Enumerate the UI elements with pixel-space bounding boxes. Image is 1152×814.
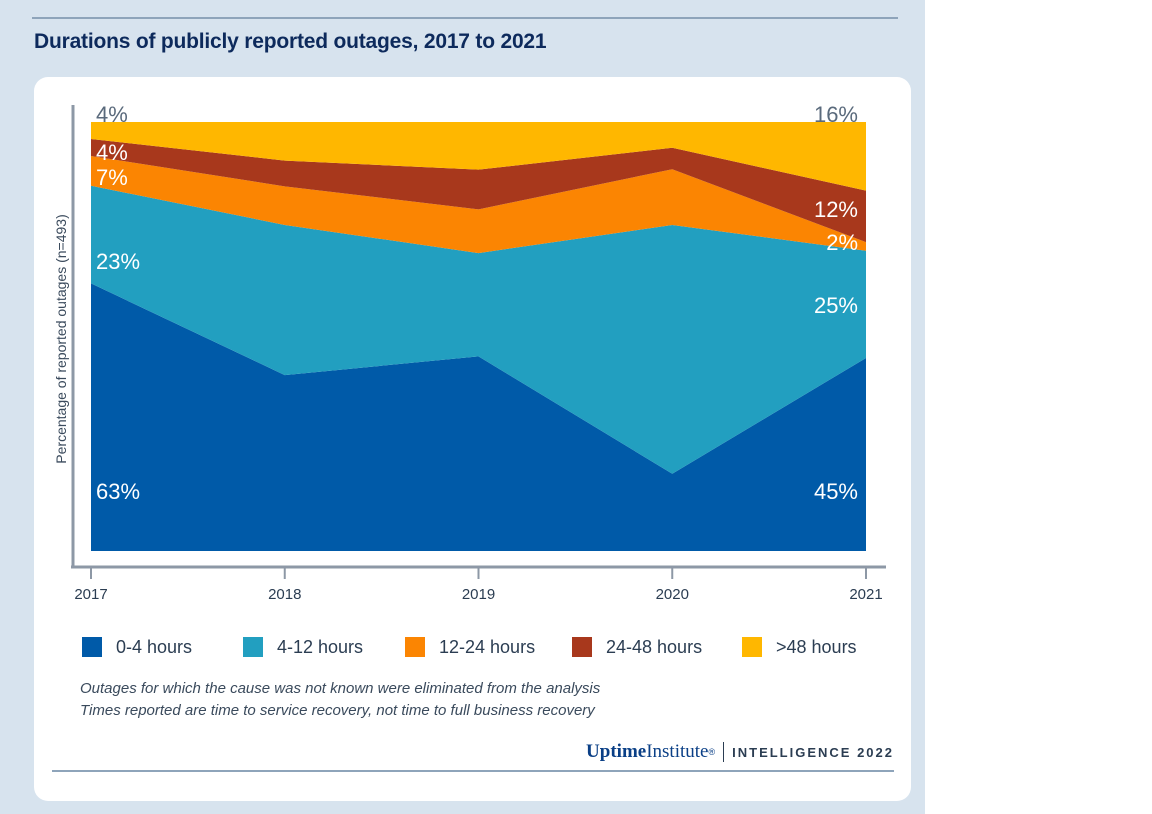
brand-separator (723, 742, 725, 762)
x-tick-label: 2020 (656, 586, 689, 603)
legend-swatch (572, 637, 592, 657)
data-label-2021: 16% (814, 102, 858, 127)
legend-label: 24-48 hours (606, 636, 703, 657)
x-tick-label: 2021 (849, 586, 882, 603)
top-divider (32, 17, 898, 19)
data-label-2017: 7% (96, 165, 128, 190)
chart-title: Durations of publicly reported outages, … (34, 30, 547, 53)
data-label-2021: 25% (814, 293, 858, 318)
brand-registered-mark: ® (708, 747, 716, 757)
x-tick-label: 2019 (462, 586, 495, 603)
y-axis-label: Percentage of reported outages (n=493) (53, 214, 69, 463)
footnote-recovery-time: Times reported are time to service recov… (80, 702, 595, 719)
legend-item-4-12-hours: 4-12 hours (243, 636, 363, 658)
area-series-24-48-hours (91, 138, 866, 243)
legend-swatch (243, 637, 263, 657)
x-tick-label: 2017 (74, 586, 107, 603)
legend-label: 12-24 hours (439, 636, 536, 657)
data-label-2021: 12% (814, 197, 858, 222)
legend-label: 0-4 hours (116, 636, 193, 657)
legend-swatch (742, 637, 762, 657)
footnote-unknown-cause: Outages for which the cause was not know… (80, 680, 601, 697)
data-label-2017: 4% (96, 102, 128, 127)
area-series-4-12-hours (91, 185, 866, 474)
data-label-2021: 2% (826, 230, 858, 255)
legend-swatch (82, 637, 102, 657)
area-series-0-4-hours (91, 283, 866, 551)
bottom-divider (52, 770, 894, 772)
legend-item-12-24-hours: 12-24 hours (405, 636, 535, 658)
legend-label: >48 hours (776, 636, 857, 657)
legend-item-0-4-hours: 0-4 hours (82, 636, 192, 658)
x-tick-label: 2018 (268, 586, 301, 603)
legend-swatch (405, 637, 425, 657)
data-label-2017: 23% (96, 249, 140, 274)
legend-label: 4-12 hours (277, 636, 364, 657)
data-label-2021: 45% (814, 479, 858, 504)
area-series--48-hours (91, 122, 866, 191)
data-label-2017: 63% (96, 479, 140, 504)
brand-institute: Institute (646, 741, 709, 762)
data-label-2017: 4% (96, 140, 128, 165)
area-series-12-24-hours (91, 155, 866, 254)
legend-item-over-48-hours: >48 hours (742, 636, 857, 658)
brand-intelligence: INTELLIGENCE 2022 (732, 744, 894, 760)
legend-item-24-48-hours: 24-48 hours (572, 636, 702, 658)
brand-uptime: Uptime (586, 741, 647, 762)
uptime-institute-logo: Uptime Institute ® INTELLIGENCE 2022 (586, 741, 894, 763)
